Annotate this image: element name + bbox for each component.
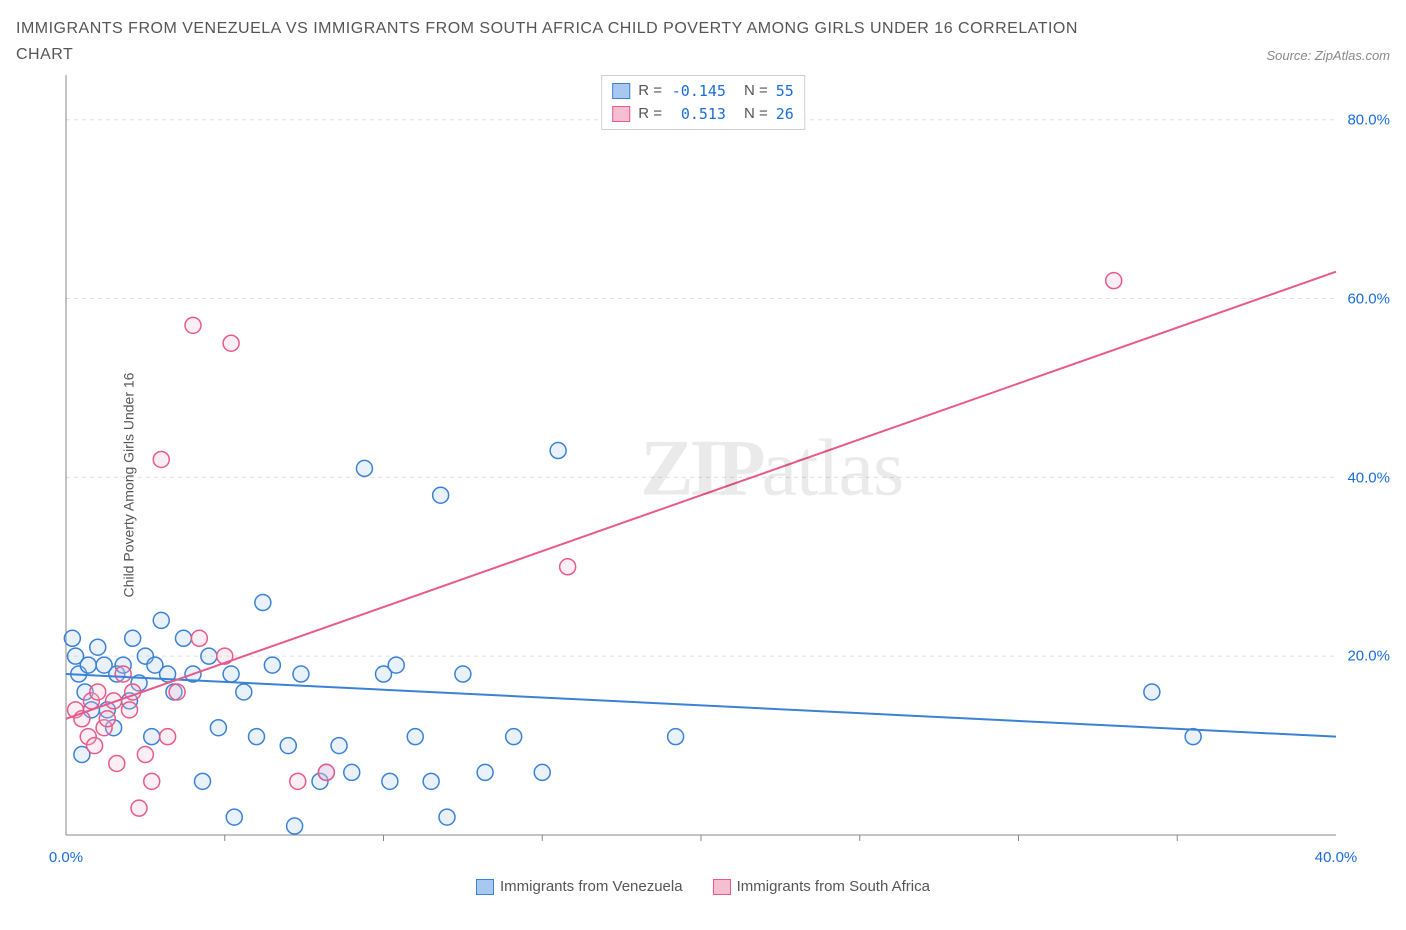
y-tick-label: 60.0% (1347, 290, 1390, 307)
n-value-south-africa: 26 (776, 103, 794, 126)
r-label: R = (638, 103, 662, 126)
corr-row-south-africa: R = 0.513 N = 26 (612, 103, 794, 126)
x-tick-label: 40.0% (1315, 849, 1358, 866)
swatch-venezuela (612, 83, 630, 99)
y-tick-label: 80.0% (1347, 111, 1390, 128)
source-label: Source: ZipAtlas.com (1266, 48, 1390, 67)
series-label-south-africa: Immigrants from South Africa (737, 878, 930, 895)
swatch-south-africa (612, 106, 630, 122)
plot-area: Child Poverty Among Girls Under 16 ZIPat… (16, 75, 1390, 895)
n-label: N = (744, 103, 768, 126)
y-tick-label: 40.0% (1347, 469, 1390, 486)
legend-item-south-africa: Immigrants from South Africa (713, 878, 930, 895)
swatch-south-africa (713, 879, 731, 895)
r-value-south-africa: 0.513 (670, 103, 726, 126)
legend-item-venezuela: Immigrants from Venezuela (476, 878, 683, 895)
x-tick-label: 0.0% (49, 849, 83, 866)
r-value-venezuela: -0.145 (670, 80, 726, 103)
n-label: N = (744, 80, 768, 103)
swatch-venezuela (476, 879, 494, 895)
n-value-venezuela: 55 (776, 80, 794, 103)
corr-row-venezuela: R = -0.145 N = 55 (612, 80, 794, 103)
chart-title: IMMIGRANTS FROM VENEZUELA VS IMMIGRANTS … (16, 16, 1116, 67)
r-label: R = (638, 80, 662, 103)
correlation-legend: R = -0.145 N = 55 R = 0.513 N = 26 (601, 75, 805, 130)
chart-header: IMMIGRANTS FROM VENEZUELA VS IMMIGRANTS … (16, 16, 1390, 67)
scatter-chart (16, 75, 1396, 895)
series-label-venezuela: Immigrants from Venezuela (500, 878, 683, 895)
y-axis-label: Child Poverty Among Girls Under 16 (120, 373, 136, 598)
y-tick-label: 20.0% (1347, 648, 1390, 665)
series-legend: Immigrants from Venezuela Immigrants fro… (16, 878, 1390, 895)
